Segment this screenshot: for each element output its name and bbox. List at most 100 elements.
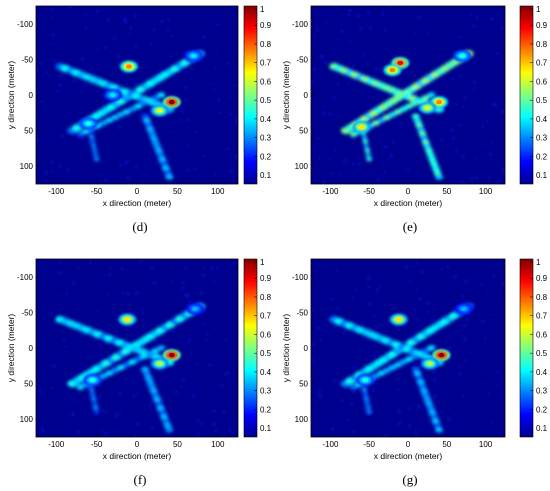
x-tick-label: 0 [406, 187, 411, 196]
y-tick-label: 0 [29, 344, 34, 353]
x-tick-label: 100 [479, 187, 493, 196]
y-tick-label: 50 [24, 127, 33, 136]
x-axis-label: x direction (meter) [103, 198, 172, 208]
colorbar-tick-label: 0.7 [260, 59, 272, 68]
y-tick-label: 100 [20, 162, 34, 171]
hotspot [118, 313, 137, 326]
x-tick-label: -100 [322, 440, 339, 449]
y-tick-label: 100 [295, 415, 309, 424]
colorbar-tick-label: 0.5 [536, 96, 548, 105]
colorbar-tick-label: 0.4 [260, 115, 272, 124]
colorbar-tick-label: 1 [260, 5, 265, 14]
colorbar-tick-label: 0.3 [536, 387, 548, 396]
hotspot [184, 49, 203, 62]
hotspot [79, 117, 98, 130]
colorbar-tick-label: 0.3 [536, 134, 548, 143]
x-axis-label: x direction (meter) [103, 451, 172, 461]
colorbar-tick-label: 1 [260, 258, 265, 267]
panel-d: -100 -50 0 50 100 -100 -50 0 50 100 x direction (m… [6, 5, 272, 234]
colorbar-tick-label: 0.9 [260, 21, 272, 30]
hotspots [83, 302, 205, 387]
y-axis-label: y direction (meter) [281, 314, 291, 383]
hotspot [418, 101, 437, 114]
aircraft-echo [329, 50, 474, 180]
colorbar-tick-label: 0.5 [260, 349, 272, 358]
colorbar-tick-label: 0.1 [260, 424, 272, 433]
colorbar-tick-label: 0.6 [260, 330, 272, 339]
x-tick-label: 100 [211, 440, 225, 449]
colorbar-tick-label: 0.6 [536, 330, 548, 339]
colorbar-tick-label: 0.7 [536, 312, 548, 321]
x-tick-label: -100 [322, 187, 339, 196]
speckle-texture [36, 6, 238, 183]
colorbar-gradient [519, 258, 534, 438]
colorbar-gradient [243, 258, 258, 438]
speckle-texture [38, 259, 232, 437]
colorbar-tick-label: 0.9 [260, 274, 272, 283]
x-tick-label: 50 [173, 440, 182, 449]
x-tick-label: -50 [91, 187, 103, 196]
hotspot [356, 374, 375, 387]
x-axis-label: x direction (meter) [374, 198, 443, 208]
panel-g: -100 -50 0 50 100 -100 -50 0 50 100 x direction (m… [281, 258, 548, 487]
colorbar-tick-label: 0.9 [536, 274, 548, 283]
x-tick-label: 50 [442, 440, 451, 449]
hotspot [453, 49, 472, 62]
y-tick-label: -50 [21, 55, 33, 64]
colorbar-tick-label: 1 [536, 258, 541, 267]
panel-caption: (f) [134, 472, 147, 487]
panel-f: -100 -50 0 50 100 -100 -50 0 50 100 x direction (m… [6, 258, 272, 487]
y-tick-label: -50 [296, 55, 308, 64]
x-axis-label: x direction (meter) [374, 451, 443, 461]
hotspot [103, 89, 122, 101]
x-tick-label: 50 [173, 187, 182, 196]
colorbar-gradient [243, 5, 258, 185]
y-tick-label: 0 [29, 91, 34, 100]
y-tick-label: 50 [24, 380, 33, 389]
x-tick-label: -50 [363, 440, 375, 449]
colorbar-tick-label: 0.4 [536, 115, 548, 124]
colorbar-tick-label: 0.3 [260, 387, 272, 396]
radar-image [38, 259, 232, 437]
hotspot [186, 302, 205, 315]
y-axis-label: y direction (meter) [6, 61, 16, 130]
hotspot [119, 60, 138, 73]
hotspot [83, 374, 102, 387]
colorbar-tick-label: 0.6 [260, 77, 272, 86]
colorbar-tick-label: 0.2 [260, 152, 272, 161]
colorbar-tick-label: 0.5 [536, 349, 548, 358]
hotspot [162, 96, 181, 109]
hotspot [162, 349, 181, 362]
colorbar-tick-label: 0.7 [260, 312, 272, 321]
y-tick-label: -100 [17, 273, 34, 282]
y-tick-label: 100 [20, 415, 34, 424]
y-tick-label: 0 [304, 344, 309, 353]
panel-caption: (d) [132, 219, 147, 234]
colorbar: 1 0.9 0.8 0.7 0.6 0.5 0.4 0.3 0.2 0.1 [243, 258, 272, 438]
hotspots [352, 49, 472, 134]
y-tick-label: 50 [299, 127, 308, 136]
panel-e: -100 -50 0 50 100 -100 -50 0 50 100 x direction (m… [281, 5, 548, 234]
radar-image [311, 6, 505, 184]
x-tick-label: 0 [135, 440, 140, 449]
colorbar-gradient [519, 5, 534, 185]
y-tick-label: 50 [299, 380, 308, 389]
radar-image [311, 261, 505, 437]
panel-caption: (e) [403, 219, 417, 234]
colorbar-tick-label: 1 [536, 5, 541, 14]
hotspot [383, 64, 402, 77]
x-tick-label: 0 [135, 187, 140, 196]
y-tick-label: -50 [21, 308, 33, 317]
colorbar-tick-label: 0.1 [536, 424, 548, 433]
hotspot [454, 302, 473, 315]
colorbar: 1 0.9 0.8 0.7 0.6 0.5 0.4 0.3 0.2 0.1 [519, 258, 548, 438]
colorbar-tick-label: 0.6 [536, 77, 548, 86]
y-axis-label: y direction (meter) [6, 314, 16, 383]
y-tick-label: -50 [296, 308, 308, 317]
x-tick-label: -100 [48, 440, 65, 449]
colorbar-tick-label: 0.8 [260, 40, 272, 49]
hotspot [432, 349, 451, 362]
y-tick-label: -100 [292, 273, 309, 282]
x-tick-label: 100 [479, 440, 493, 449]
hotspot [150, 104, 169, 117]
